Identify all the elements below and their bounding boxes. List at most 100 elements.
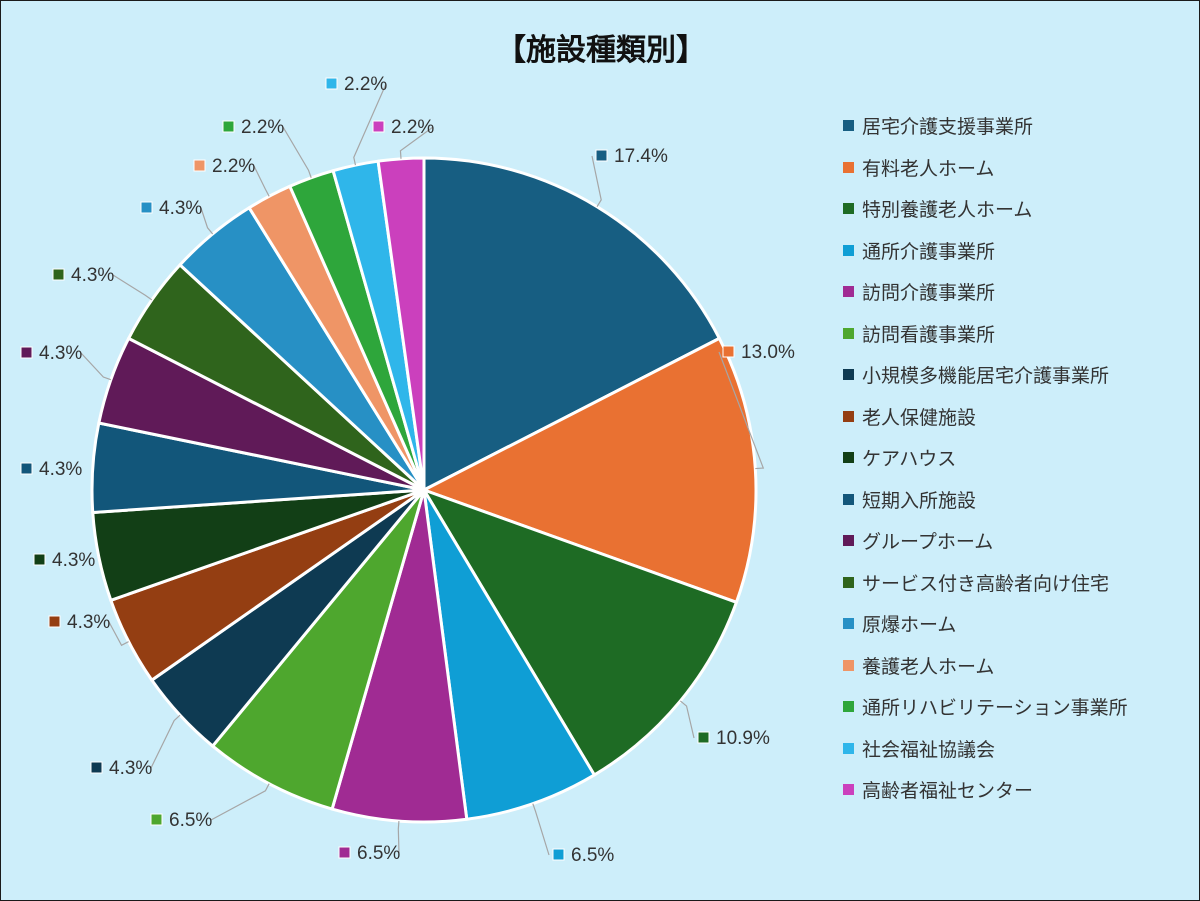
pie-slice: [211, 488, 426, 811]
data-label: 4.3%: [67, 612, 110, 633]
legend-item: 社会福祉協議会: [843, 728, 1128, 770]
data-label-marker: [140, 201, 153, 214]
legend-swatch: [843, 659, 854, 671]
data-label-marker: [325, 77, 338, 90]
legend-label: 高齢者福祉センター: [862, 780, 1034, 803]
legend: 居宅介護支援事業所有料老人ホーム特別養護老人ホーム 通所介護事業所 訪問介護事業所訪…: [843, 105, 1128, 811]
data-label-marker: [338, 846, 351, 859]
legend-swatch: [843, 369, 854, 381]
legend-label: 小規模多機能居宅介護事業所: [862, 365, 1110, 388]
legend-item: 有料老人ホーム: [843, 147, 1128, 189]
legend-item: 原爆ホーム: [843, 603, 1128, 645]
legend-label: 通所リハビリテーション事業所: [862, 697, 1128, 720]
pie-slice: [376, 156, 426, 492]
legend-label: サービス付き高齢者向け住宅: [862, 572, 1110, 595]
legend-label: 短期入所施設: [862, 489, 977, 512]
data-label-marker: [20, 462, 33, 475]
data-label: 6.5%: [357, 843, 400, 864]
legend-swatch: [843, 244, 854, 256]
legend-item: 居宅介護支援事業所: [843, 105, 1128, 147]
legend-swatch: [843, 618, 854, 630]
data-label: 6.5%: [169, 810, 212, 831]
leader-line: [679, 700, 695, 739]
data-label-marker: [90, 761, 103, 774]
data-label-marker: [722, 345, 735, 358]
leader-line: [200, 207, 214, 235]
legend-item: 特別養護老人ホーム: [843, 188, 1128, 230]
legend-label: 社会福祉協議会: [862, 738, 996, 761]
legend-swatch: [843, 701, 854, 713]
legend-swatch: [843, 742, 854, 754]
legend-item: 短期入所施設: [843, 479, 1128, 521]
data-label-marker: [20, 346, 33, 359]
legend-item: 訪問看護事業所: [843, 313, 1128, 355]
leader-line: [108, 621, 129, 647]
legend-label: 訪問介護事業所: [862, 282, 996, 305]
legend-swatch: [843, 327, 854, 339]
leader-line: [353, 83, 387, 166]
leader-line: [399, 126, 434, 159]
leader-line: [80, 352, 112, 381]
data-label-marker: [52, 268, 65, 281]
data-label: 4.3%: [71, 265, 114, 286]
legend-swatch: [843, 410, 854, 422]
data-label-marker: [222, 120, 235, 133]
legend-label: 通所介護事業所: [862, 240, 996, 263]
legend-label: 老人保健施設: [862, 406, 977, 429]
data-label: 4.3%: [52, 550, 95, 571]
data-label-marker: [372, 120, 385, 133]
legend-label: 訪問看護事業所: [862, 323, 996, 346]
legend-label: 原爆ホーム: [862, 614, 957, 637]
leader-line: [112, 274, 153, 301]
legend-label: ケアハウス: [862, 448, 957, 471]
leader-line: [150, 714, 181, 769]
leader-line: [397, 821, 400, 854]
data-label: 17.4%: [614, 146, 668, 167]
legend-item: 高齢者福祉センター: [843, 769, 1128, 811]
legend-item: ケアハウス: [843, 437, 1128, 479]
data-label: 2.2%: [391, 117, 434, 138]
legend-label: 居宅介護支援事業所: [862, 116, 1034, 139]
legend-item: 養護老人ホーム: [843, 645, 1128, 687]
legend-swatch: [843, 784, 854, 796]
data-label: 4.3%: [109, 758, 152, 779]
data-label-marker: [193, 159, 206, 172]
data-label: 4.3%: [159, 198, 202, 219]
data-label-marker: [150, 813, 163, 826]
legend-swatch: [843, 493, 854, 505]
data-label-marker: [595, 149, 608, 162]
data-label: 4.3%: [39, 343, 82, 364]
data-label: 6.5%: [571, 845, 614, 866]
chart-title: 【施設種類別】: [496, 33, 706, 68]
data-label-marker: [33, 553, 46, 566]
legend-label: 特別養護老人ホーム: [862, 199, 1033, 222]
pie-slice: [330, 488, 469, 824]
legend-label: グループホーム: [862, 531, 994, 554]
data-label: 13.0%: [741, 342, 795, 363]
legend-item: 通所リハビリテーション事業所: [843, 686, 1128, 728]
data-label: 10.9%: [716, 728, 770, 749]
legend-item: グループホーム: [843, 520, 1128, 562]
legend-item: サービス付き高齢者向け住宅: [843, 562, 1128, 604]
leader-line: [532, 803, 550, 856]
legend-swatch: [843, 535, 854, 547]
data-label: 4.3%: [39, 459, 82, 480]
leader-line: [718, 351, 765, 470]
legend-item: 老人保健施設: [843, 396, 1128, 438]
data-label-marker: [48, 615, 61, 628]
legend-item: 小規模多機能居宅介護事業所: [843, 354, 1128, 396]
legend-swatch: [843, 576, 854, 588]
leader-line: [253, 165, 270, 197]
legend-item: 訪問介護事業所: [843, 271, 1128, 313]
data-label-marker: [697, 731, 710, 744]
pie-slice: [422, 488, 596, 821]
legend-swatch: [843, 286, 854, 298]
leader-line: [210, 783, 270, 821]
legend-swatch: [843, 203, 854, 215]
data-label: 2.2%: [344, 74, 387, 95]
legend-swatch: [843, 452, 854, 464]
leader-line: [591, 155, 602, 207]
legend-item: 通所介護事業所: [843, 230, 1128, 272]
